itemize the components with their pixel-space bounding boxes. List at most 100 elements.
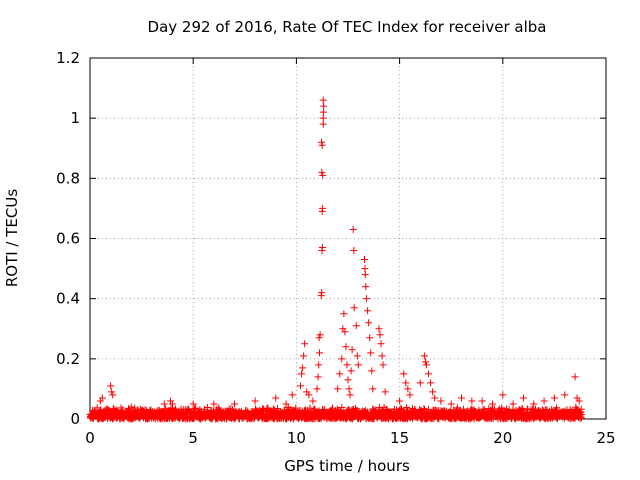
- data-point: [318, 141, 326, 149]
- data-point: [338, 355, 346, 363]
- data-point: [319, 171, 327, 179]
- x-tick-label: 0: [85, 429, 95, 447]
- data-point: [314, 373, 322, 381]
- data-point: [214, 404, 222, 412]
- data-point: [98, 394, 106, 402]
- data-point: [396, 397, 404, 405]
- data-point: [575, 397, 583, 405]
- data-point: [368, 367, 376, 375]
- data-point: [282, 400, 290, 408]
- data-point: [427, 379, 435, 387]
- data-point: [378, 352, 386, 360]
- data-point: [336, 370, 344, 378]
- data-point: [298, 370, 306, 378]
- data-point: [349, 225, 357, 233]
- data-point: [334, 385, 342, 393]
- data-point: [402, 379, 410, 387]
- data-point: [341, 328, 349, 336]
- data-point: [553, 404, 561, 412]
- data-point: [348, 346, 356, 354]
- data-point: [429, 388, 437, 396]
- data-point: [319, 96, 327, 104]
- data-point: [318, 289, 326, 297]
- data-point: [299, 364, 307, 372]
- data-point: [422, 361, 430, 369]
- data-point: [400, 370, 408, 378]
- data-point: [297, 382, 305, 390]
- data-point: [577, 405, 585, 413]
- data-points: [86, 96, 585, 423]
- data-point: [272, 394, 280, 402]
- data-point: [397, 404, 405, 412]
- data-point: [340, 310, 348, 318]
- data-point: [447, 400, 455, 408]
- data-point: [468, 397, 476, 405]
- data-point: [361, 256, 369, 264]
- y-axis-label: ROTI / TECUs: [3, 189, 21, 287]
- data-point: [160, 400, 168, 408]
- x-tick-label: 20: [493, 429, 512, 447]
- data-point: [250, 415, 258, 423]
- data-point: [424, 370, 432, 378]
- data-point: [315, 407, 323, 415]
- axis-ticks: 0 5 10 15 20 25 0 0.2 0.4 0.6 0.8 1 1.2: [56, 49, 615, 447]
- data-point: [318, 138, 326, 146]
- x-axis-label: GPS time / hours: [284, 457, 410, 475]
- y-tick-label: 0.6: [56, 230, 80, 248]
- data-point: [519, 394, 527, 402]
- data-point: [230, 400, 238, 408]
- data-point: [478, 397, 486, 405]
- x-tick-label: 10: [287, 429, 306, 447]
- x-tick-label: 25: [596, 429, 615, 447]
- data-point: [437, 397, 445, 405]
- x-tick-label: 15: [390, 429, 409, 447]
- data-point: [425, 405, 433, 413]
- data-point: [416, 379, 424, 387]
- data-point: [404, 385, 412, 393]
- data-point: [305, 391, 313, 399]
- data-point: [169, 400, 177, 408]
- data-point: [571, 373, 579, 381]
- data-point: [361, 271, 369, 279]
- y-tick-label: 0: [70, 410, 80, 428]
- data-point: [363, 295, 371, 303]
- data-point: [354, 361, 362, 369]
- data-point: [346, 391, 354, 399]
- data-point: [488, 400, 496, 408]
- data-point: [318, 244, 326, 252]
- data-point: [350, 247, 358, 255]
- data-point: [381, 388, 389, 396]
- data-point: [350, 304, 358, 312]
- data-point: [315, 361, 323, 369]
- data-point: [318, 168, 326, 176]
- data-point: [364, 307, 372, 315]
- data-point: [343, 361, 351, 369]
- data-point: [319, 108, 327, 116]
- data-point: [313, 385, 321, 393]
- data-point: [309, 397, 317, 405]
- x-tick-label: 5: [188, 429, 198, 447]
- data-point: [375, 325, 383, 333]
- data-point: [319, 204, 327, 212]
- data-point: [499, 391, 507, 399]
- y-tick-label: 0.2: [56, 350, 80, 368]
- data-point: [109, 391, 117, 399]
- data-point: [107, 382, 115, 390]
- y-tick-label: 1: [70, 109, 80, 127]
- data-point: [421, 358, 429, 366]
- data-point: [345, 385, 353, 393]
- y-tick-label: 0.4: [56, 290, 80, 308]
- chart-title: Day 292 of 2016, Rate Of TEC Index for r…: [148, 18, 547, 36]
- data-point: [365, 319, 373, 327]
- data-point: [367, 349, 375, 357]
- data-point: [342, 343, 350, 351]
- data-point: [204, 403, 212, 411]
- grid-lines: [90, 58, 606, 419]
- data-point: [366, 334, 374, 342]
- data-point: [344, 376, 352, 384]
- data-point: [315, 334, 323, 342]
- data-point: [319, 114, 327, 122]
- data-point: [577, 414, 585, 422]
- data-point: [306, 404, 314, 412]
- y-tick-label: 1.2: [56, 49, 80, 67]
